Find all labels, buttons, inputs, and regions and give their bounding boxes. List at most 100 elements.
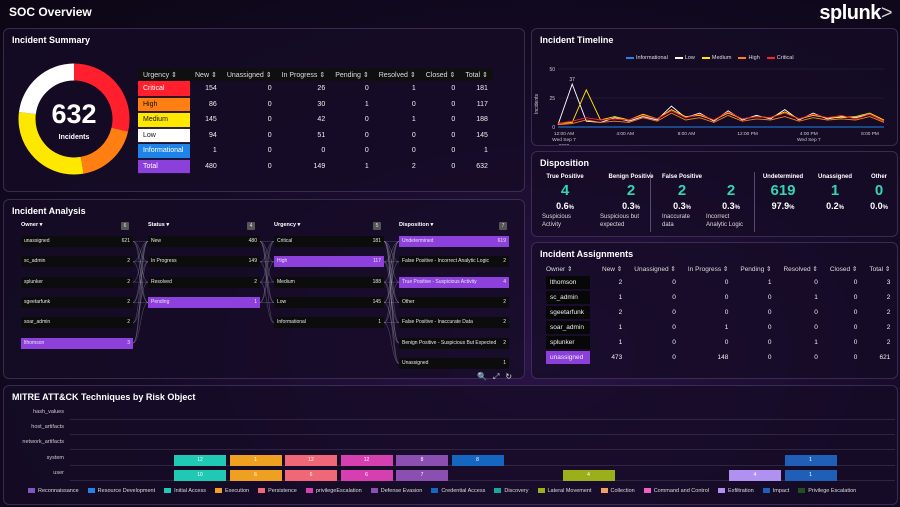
legend-item[interactable]: Informational xyxy=(626,55,668,61)
flow-node[interactable]: splunker 2 xyxy=(21,276,133,288)
heatmap-cell[interactable]: 8 xyxy=(396,455,448,466)
disposition-group[interactable]: True Positive 4 0.6% Suspicious Activity xyxy=(542,174,588,229)
refresh-icon[interactable]: ↻ xyxy=(505,372,513,381)
column-header[interactable]: Resolved ⇕ xyxy=(373,68,421,81)
flow-node[interactable]: Low 145 xyxy=(274,296,384,308)
column-header[interactable]: Pending ⇕ xyxy=(330,68,374,81)
donut-slice[interactable] xyxy=(18,63,130,175)
legend-item[interactable]: Discovery xyxy=(494,488,529,494)
flow-node[interactable]: Unassigned 1 xyxy=(399,357,509,369)
heatmap-cell[interactable]: 7 xyxy=(396,470,448,481)
legend-item[interactable]: Exfiltration xyxy=(718,488,754,494)
series-line[interactable] xyxy=(557,110,885,124)
legend-item[interactable]: Reconnaissance xyxy=(28,488,79,494)
flow-node[interactable]: Informational 1 xyxy=(274,317,384,329)
disposition-group[interactable]: False Positive 2 0.3% Inaccurate data xyxy=(662,174,702,229)
heatmap-cell[interactable]: 6 xyxy=(229,470,282,481)
heatmap-cell[interactable]: 8 xyxy=(451,455,504,466)
column-header[interactable]: New ⇕ xyxy=(602,266,623,273)
expand-icon[interactable]: ⤢ xyxy=(492,372,500,381)
column-header[interactable]: Unassigned ⇕ xyxy=(634,266,676,273)
legend-item[interactable]: Defense Evasion xyxy=(370,488,422,494)
disposition-group[interactable]: 2 0.3% Incorrect Analytic Logic xyxy=(706,174,756,229)
flow-node[interactable]: Pending 1 xyxy=(148,296,260,308)
legend-item[interactable]: Execution xyxy=(214,488,249,494)
heatmap-cell[interactable]: 4 xyxy=(562,470,615,481)
table-row[interactable]: Informational 1 0 0 0 0 0 1 xyxy=(138,143,493,160)
flow-node[interactable]: sgeetarfunk 2 xyxy=(21,296,133,308)
heatmap-cell[interactable]: 1 xyxy=(229,455,282,466)
column-header[interactable]: New ⇕ xyxy=(190,68,222,81)
heatmap-cell[interactable]: 12 xyxy=(340,455,393,466)
legend-item[interactable]: Critical xyxy=(766,55,794,61)
zoom-icon[interactable]: 🔍 xyxy=(477,372,487,381)
heatmap-cell[interactable]: 4 xyxy=(729,470,781,481)
heatmap-cell[interactable]: 1 xyxy=(784,470,837,481)
legend-item[interactable]: Impact xyxy=(762,488,789,494)
column-header[interactable]: Total ⇕ xyxy=(460,68,493,81)
disposition-group[interactable]: Benign Positive 2 0.3% Suspicious but expect… xyxy=(600,174,662,229)
legend-item[interactable]: Lateral Movement xyxy=(537,488,592,494)
legend-item[interactable]: Command and Control xyxy=(643,488,709,494)
flow-node[interactable]: In Progress 149 xyxy=(148,256,260,268)
table-row[interactable]: Low 94 0 51 0 0 0 145 xyxy=(138,127,493,144)
flow-node[interactable]: sc_admin 2 xyxy=(21,256,133,268)
flow-node[interactable]: lthomson 3 xyxy=(21,337,133,349)
column-header[interactable]: Closed ⇕ xyxy=(420,68,461,81)
heatmap-cell[interactable]: 12 xyxy=(174,455,226,466)
flow-node[interactable]: Benign Positive - Suspicious But Expecte… xyxy=(399,337,509,349)
table-row[interactable]: lthomson 2 0 0 1 0 0 3 xyxy=(540,275,896,290)
incident-donut-chart[interactable]: 632 Incidents xyxy=(14,59,134,179)
column-header[interactable]: Urgency ⇕ xyxy=(138,68,190,81)
table-row[interactable]: Medium 145 0 42 0 1 0 188 xyxy=(138,112,493,129)
legend-item[interactable]: privilegeEscalation xyxy=(305,488,362,494)
column-dropdown[interactable]: Disposition ▾ xyxy=(399,222,434,228)
donut-slice[interactable] xyxy=(18,63,130,175)
flow-node[interactable]: High 117 xyxy=(274,256,384,268)
flow-node[interactable]: True Positive - Suspicious Activity 4 xyxy=(399,276,509,288)
legend-item[interactable]: Medium xyxy=(701,55,731,61)
table-row[interactable]: soar_admin 1 0 1 0 0 0 2 xyxy=(540,320,896,335)
heatmap-cell[interactable]: 6 xyxy=(340,470,393,481)
flow-node[interactable]: False Positive - Inaccurate Data 2 xyxy=(399,317,509,329)
flow-node[interactable]: soar_admin 2 xyxy=(21,317,133,329)
flow-node[interactable]: Resolved 2 xyxy=(148,276,260,288)
disposition-group[interactable]: Unassigned 1 0.2% xyxy=(815,174,855,211)
heatmap-cell[interactable]: 10 xyxy=(174,470,226,481)
flow-node[interactable]: Critical 181 xyxy=(274,236,384,247)
column-header[interactable]: Unassigned ⇕ xyxy=(221,68,277,81)
disposition-group[interactable]: Undetermined 619 97.9% xyxy=(760,174,806,211)
table-row[interactable]: High 86 0 30 1 0 0 117 xyxy=(138,96,493,113)
legend-item[interactable]: Resource Development xyxy=(87,488,155,494)
legend-item[interactable]: High xyxy=(738,55,760,61)
table-row[interactable]: Total 480 0 149 1 2 0 632 xyxy=(138,158,493,175)
flow-node[interactable]: Other 2 xyxy=(399,296,509,308)
column-header[interactable]: In Progress ⇕ xyxy=(687,266,729,273)
column-header[interactable]: Resolved ⇕ xyxy=(783,266,818,273)
legend-item[interactable]: Persistence xyxy=(258,488,297,494)
column-header[interactable]: Total ⇕ xyxy=(869,266,891,273)
column-header[interactable]: Owner ⇕ xyxy=(546,266,573,273)
splunk-logo[interactable]: splunk> xyxy=(819,2,892,25)
column-header[interactable]: Pending ⇕ xyxy=(740,266,772,273)
flow-node[interactable]: Medium 188 xyxy=(274,276,384,288)
heatmap-cell[interactable]: 6 xyxy=(285,470,337,481)
heatmap-cell[interactable]: 12 xyxy=(285,455,337,466)
table-row[interactable]: sgeetarfunk 2 0 0 0 0 0 2 xyxy=(540,305,896,320)
disposition-group[interactable]: Other 0 0.0% xyxy=(865,174,893,211)
heatmap-cell[interactable]: 1 xyxy=(784,455,837,466)
legend-item[interactable]: Low xyxy=(674,55,695,61)
table-row[interactable]: splunker 1 0 0 0 1 0 2 xyxy=(540,335,896,350)
column-dropdown[interactable]: Urgency ▾ xyxy=(274,222,301,228)
flow-node[interactable]: False Positive - Incorrect Analytic Logi… xyxy=(399,256,509,268)
series-line[interactable] xyxy=(557,112,885,126)
column-dropdown[interactable]: Status ▾ xyxy=(148,222,170,228)
column-header[interactable]: In Progress ⇕ xyxy=(276,68,331,81)
flow-node[interactable]: unassigned 621 xyxy=(21,236,133,247)
table-row[interactable]: unassigned 473 0 148 0 0 0 621 xyxy=(540,350,896,365)
legend-item[interactable]: Privilege Escalation xyxy=(798,488,856,494)
column-header[interactable]: Closed ⇕ xyxy=(829,266,858,273)
flow-node[interactable]: Undetermined 619 xyxy=(399,236,509,247)
legend-item[interactable]: Initial Access xyxy=(164,488,206,494)
